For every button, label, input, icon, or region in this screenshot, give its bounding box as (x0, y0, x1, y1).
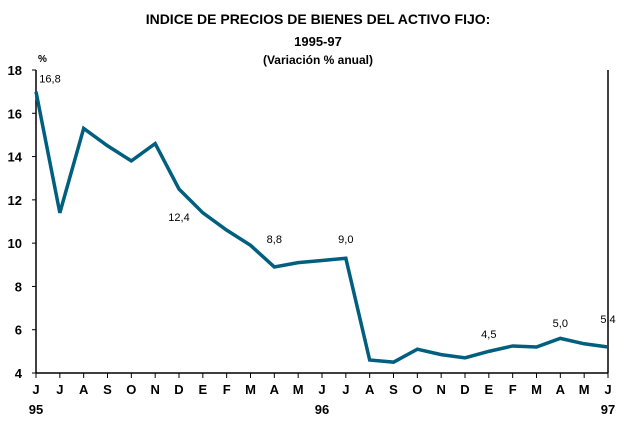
y-tick-label: 14 (8, 150, 23, 165)
chart-subtitle-2: (Variación % anual) (263, 53, 373, 67)
x-tick-label: J (56, 382, 63, 397)
x-tick-label: J (342, 382, 349, 397)
year-label: 95 (29, 402, 43, 417)
y-tick-label: 16 (8, 106, 22, 121)
data-label: 9,0 (338, 234, 353, 246)
x-tick-label: D (174, 382, 183, 397)
x-tick-label: M (293, 382, 304, 397)
x-tick-label: M (245, 382, 256, 397)
chart-title: INDICE DE PRECIOS DE BIENES DEL ACTIVO F… (146, 11, 491, 27)
x-tick-label: S (389, 382, 398, 397)
y-tick-label: 6 (15, 323, 22, 338)
series-line (34, 91, 609, 364)
data-label: 4,5 (481, 329, 496, 341)
x-tick-label: A (556, 382, 566, 397)
data-label: 8,8 (267, 234, 282, 246)
y-tick-label: 10 (8, 236, 22, 251)
year-label: 96 (315, 402, 329, 417)
x-tick-label: N (436, 382, 445, 397)
y-axis-unit: % (38, 54, 47, 65)
y-tick-label: 18 (8, 63, 22, 78)
data-label: 16,8 (39, 74, 60, 86)
x-tick-label: S (103, 382, 112, 397)
x-tick-label: A (270, 382, 280, 397)
x-tick-label: E (484, 382, 493, 397)
x-tick-label: E (198, 382, 207, 397)
x-tick-label: J (318, 382, 325, 397)
x-tick-label: D (460, 382, 469, 397)
x-tick-label: O (126, 382, 136, 397)
x-tick-label: F (509, 382, 517, 397)
year-label: 97 (601, 402, 615, 417)
data-label: 12,4 (168, 212, 189, 224)
x-tick-label: M (531, 382, 542, 397)
x-tick-label: J (604, 382, 611, 397)
x-tick-label: N (150, 382, 159, 397)
y-tick-label: 4 (15, 366, 23, 381)
y-tick-label: 8 (15, 279, 22, 294)
y-tick-label: 12 (8, 193, 22, 208)
data-label: 5,4 (600, 314, 615, 326)
data-label: 5,0 (553, 318, 568, 330)
x-tick-label: F (223, 382, 231, 397)
x-tick-label: A (365, 382, 375, 397)
x-tick-label: M (579, 382, 590, 397)
x-tick-label: O (412, 382, 422, 397)
x-tick-label: A (79, 382, 89, 397)
x-tick-label: J (32, 382, 39, 397)
chart-subtitle: 1995-97 (294, 34, 342, 49)
